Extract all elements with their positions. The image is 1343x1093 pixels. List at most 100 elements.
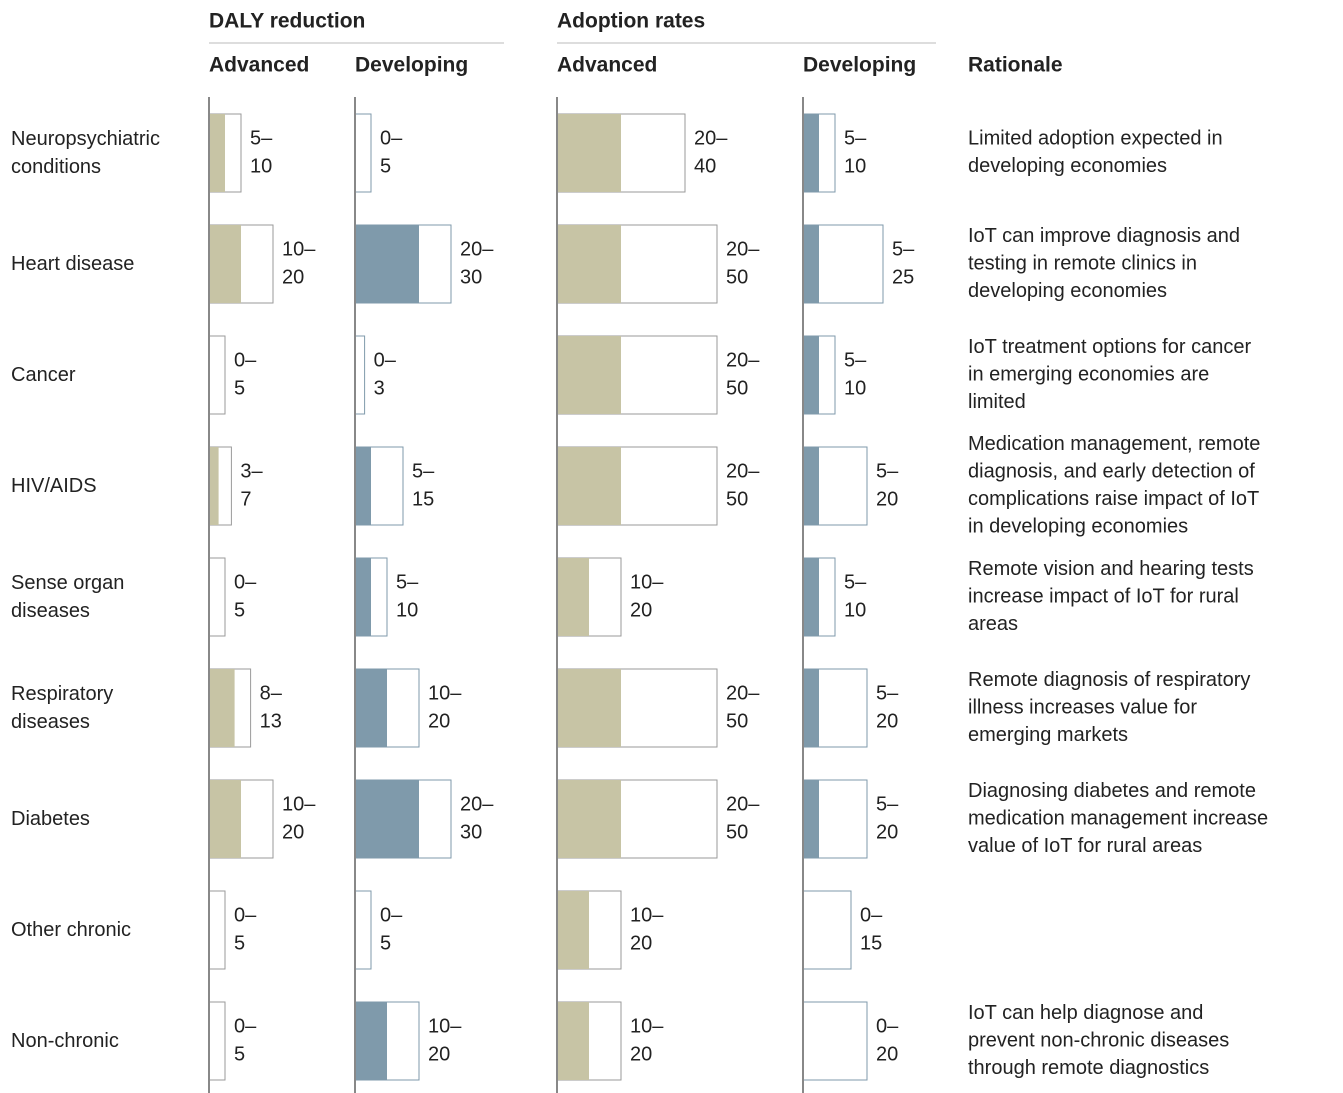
high-label: 30 bbox=[460, 266, 482, 288]
low-label: 5– bbox=[412, 460, 435, 482]
low-label: 10– bbox=[630, 904, 664, 926]
low-label: 0– bbox=[860, 904, 883, 926]
rationale-line: value of IoT for rural areas bbox=[968, 835, 1202, 857]
range-fill bbox=[803, 336, 819, 414]
rationale-line: emerging markets bbox=[968, 724, 1128, 746]
rationale-line: medication management increase bbox=[968, 807, 1268, 829]
low-label: 10– bbox=[282, 238, 316, 260]
range-fill bbox=[557, 1002, 589, 1080]
category-label: Cancer bbox=[11, 364, 76, 386]
high-label: 20 bbox=[282, 266, 304, 288]
range-fill bbox=[803, 669, 819, 747]
range-fill bbox=[803, 114, 819, 192]
low-label: 10– bbox=[428, 682, 462, 704]
series-header: Developing bbox=[803, 54, 916, 77]
high-label: 30 bbox=[460, 821, 482, 843]
high-label: 7 bbox=[240, 488, 251, 510]
low-label: 5– bbox=[876, 793, 899, 815]
low-label: 0– bbox=[234, 349, 257, 371]
rationale-line: complications raise impact of IoT bbox=[968, 488, 1259, 510]
low-label: 5– bbox=[892, 238, 915, 260]
low-label: 20– bbox=[460, 238, 494, 260]
range-outline bbox=[354, 335, 366, 415]
range-fill bbox=[803, 780, 819, 858]
rationale-line: increase impact of IoT for rural bbox=[968, 585, 1239, 607]
high-label: 20 bbox=[282, 821, 304, 843]
range-fill bbox=[209, 114, 225, 192]
high-label: 20 bbox=[630, 1043, 652, 1065]
range-fill bbox=[355, 225, 419, 303]
high-label: 10 bbox=[844, 599, 866, 621]
range-fill bbox=[557, 558, 589, 636]
range-fill bbox=[209, 447, 219, 525]
high-label: 50 bbox=[726, 266, 748, 288]
range-fill bbox=[355, 447, 371, 525]
rationale-line: in developing economies bbox=[968, 516, 1188, 538]
range-fill bbox=[803, 558, 819, 636]
high-label: 5 bbox=[380, 932, 391, 954]
range-fill bbox=[209, 669, 235, 747]
high-label: 20 bbox=[876, 821, 898, 843]
range-fill bbox=[557, 336, 621, 414]
low-label: 5– bbox=[844, 571, 867, 593]
high-label: 10 bbox=[396, 599, 418, 621]
rationale-header: Rationale bbox=[968, 54, 1063, 77]
high-label: 15 bbox=[860, 932, 882, 954]
high-label: 10 bbox=[844, 155, 866, 177]
rationale-line: through remote diagnostics bbox=[968, 1057, 1209, 1079]
category-label: Respiratory diseases bbox=[11, 683, 114, 733]
range-fill bbox=[557, 225, 621, 303]
low-label: 20– bbox=[726, 238, 760, 260]
rationale-line: Limited adoption expected in bbox=[968, 128, 1223, 150]
rationale-line: prevent non-chronic diseases bbox=[968, 1029, 1229, 1051]
low-label: 20– bbox=[694, 127, 728, 149]
low-label: 20– bbox=[460, 793, 494, 815]
high-label: 40 bbox=[694, 155, 716, 177]
high-label: 50 bbox=[726, 488, 748, 510]
range-outline bbox=[208, 890, 226, 970]
low-label: 0– bbox=[234, 571, 257, 593]
low-label: 5– bbox=[844, 349, 867, 371]
range-outline bbox=[802, 1001, 868, 1081]
high-label: 13 bbox=[260, 710, 282, 732]
high-label: 15 bbox=[412, 488, 434, 510]
high-label: 10 bbox=[844, 377, 866, 399]
rationale-line: IoT treatment options for cancer bbox=[968, 336, 1251, 358]
high-label: 20 bbox=[876, 710, 898, 732]
rationale-line: IoT can improve diagnosis and bbox=[968, 225, 1240, 247]
range-outline bbox=[208, 557, 226, 637]
high-label: 20 bbox=[876, 488, 898, 510]
high-label: 20 bbox=[428, 710, 450, 732]
range-fill bbox=[355, 780, 419, 858]
high-label: 3 bbox=[374, 377, 385, 399]
category-label: Sense organ diseases bbox=[11, 572, 125, 622]
low-label: 10– bbox=[630, 571, 664, 593]
category-label: Non-chronic bbox=[11, 1030, 119, 1052]
rationale-line: testing in remote clinics in bbox=[968, 252, 1197, 274]
rationale-line: in emerging economies are bbox=[968, 363, 1209, 385]
range-fill bbox=[557, 780, 621, 858]
range-outline bbox=[354, 113, 372, 193]
range-outline bbox=[802, 890, 852, 970]
rationale-line: Remote diagnosis of respiratory bbox=[968, 669, 1250, 691]
series-header: Advanced bbox=[209, 54, 309, 77]
rationale-line: Medication management, remote bbox=[968, 433, 1260, 455]
low-label: 5– bbox=[396, 571, 419, 593]
low-label: 5– bbox=[844, 127, 867, 149]
category-label: Heart disease bbox=[11, 253, 135, 275]
group-header: Adoption rates bbox=[557, 10, 705, 33]
high-label: 25 bbox=[892, 266, 914, 288]
low-label: 0– bbox=[876, 1015, 899, 1037]
range-fill bbox=[209, 780, 241, 858]
category-label: Other chronic bbox=[11, 919, 132, 941]
range-fill bbox=[355, 1002, 387, 1080]
high-label: 5 bbox=[234, 599, 245, 621]
low-label: 5– bbox=[876, 682, 899, 704]
high-label: 20 bbox=[876, 1043, 898, 1065]
low-label: 0– bbox=[234, 1015, 257, 1037]
high-label: 20 bbox=[630, 599, 652, 621]
high-label: 5 bbox=[234, 377, 245, 399]
low-label: 8– bbox=[260, 682, 283, 704]
low-label: 0– bbox=[374, 349, 397, 371]
